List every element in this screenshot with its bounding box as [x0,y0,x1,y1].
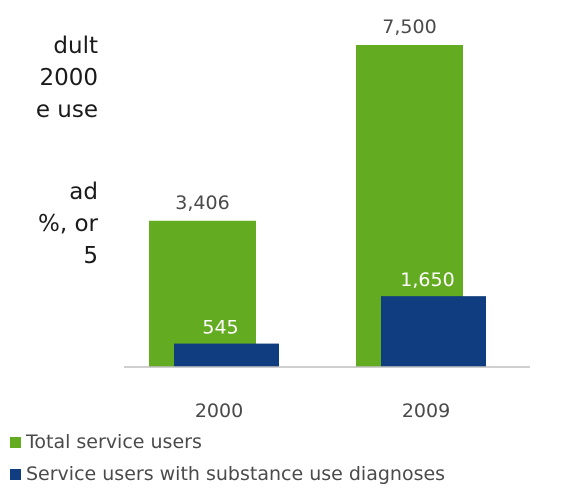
body-text-line: ad [69,179,98,205]
bar-substance-2000 [174,343,279,367]
body-text-line: %, or [37,211,98,237]
body-text-line: dult [53,33,98,59]
body-text-line: e use [35,97,98,123]
body-text-line: 5 [83,243,98,269]
legend-item-substance: Service users with substance use diagnos… [10,458,445,490]
bar-total-2000 [149,220,256,367]
data-label-substance-2009: 1,650 [400,269,454,291]
chart-legend: Total service users Service users with s… [10,426,445,490]
data-label-total-2000: 3,406 [175,192,229,214]
legend-label-substance: Service users with substance use diagnos… [26,463,446,485]
legend-swatch-total [10,436,21,448]
legend-swatch-substance [10,468,21,480]
data-label-total-2009: 7,500 [382,16,436,38]
body-text-fragment: dult 2000 e use ad %, or 5 [0,30,98,350]
x-tick-label-2009: 2009 [402,400,450,422]
body-text-line: 2000 [39,65,98,91]
x-tick-label-2000: 2000 [195,400,243,422]
bar-substance-2009 [381,296,486,367]
data-label-substance-2000: 545 [202,317,238,339]
legend-label-total: Total service users [26,431,202,453]
legend-item-total: Total service users [10,426,445,458]
